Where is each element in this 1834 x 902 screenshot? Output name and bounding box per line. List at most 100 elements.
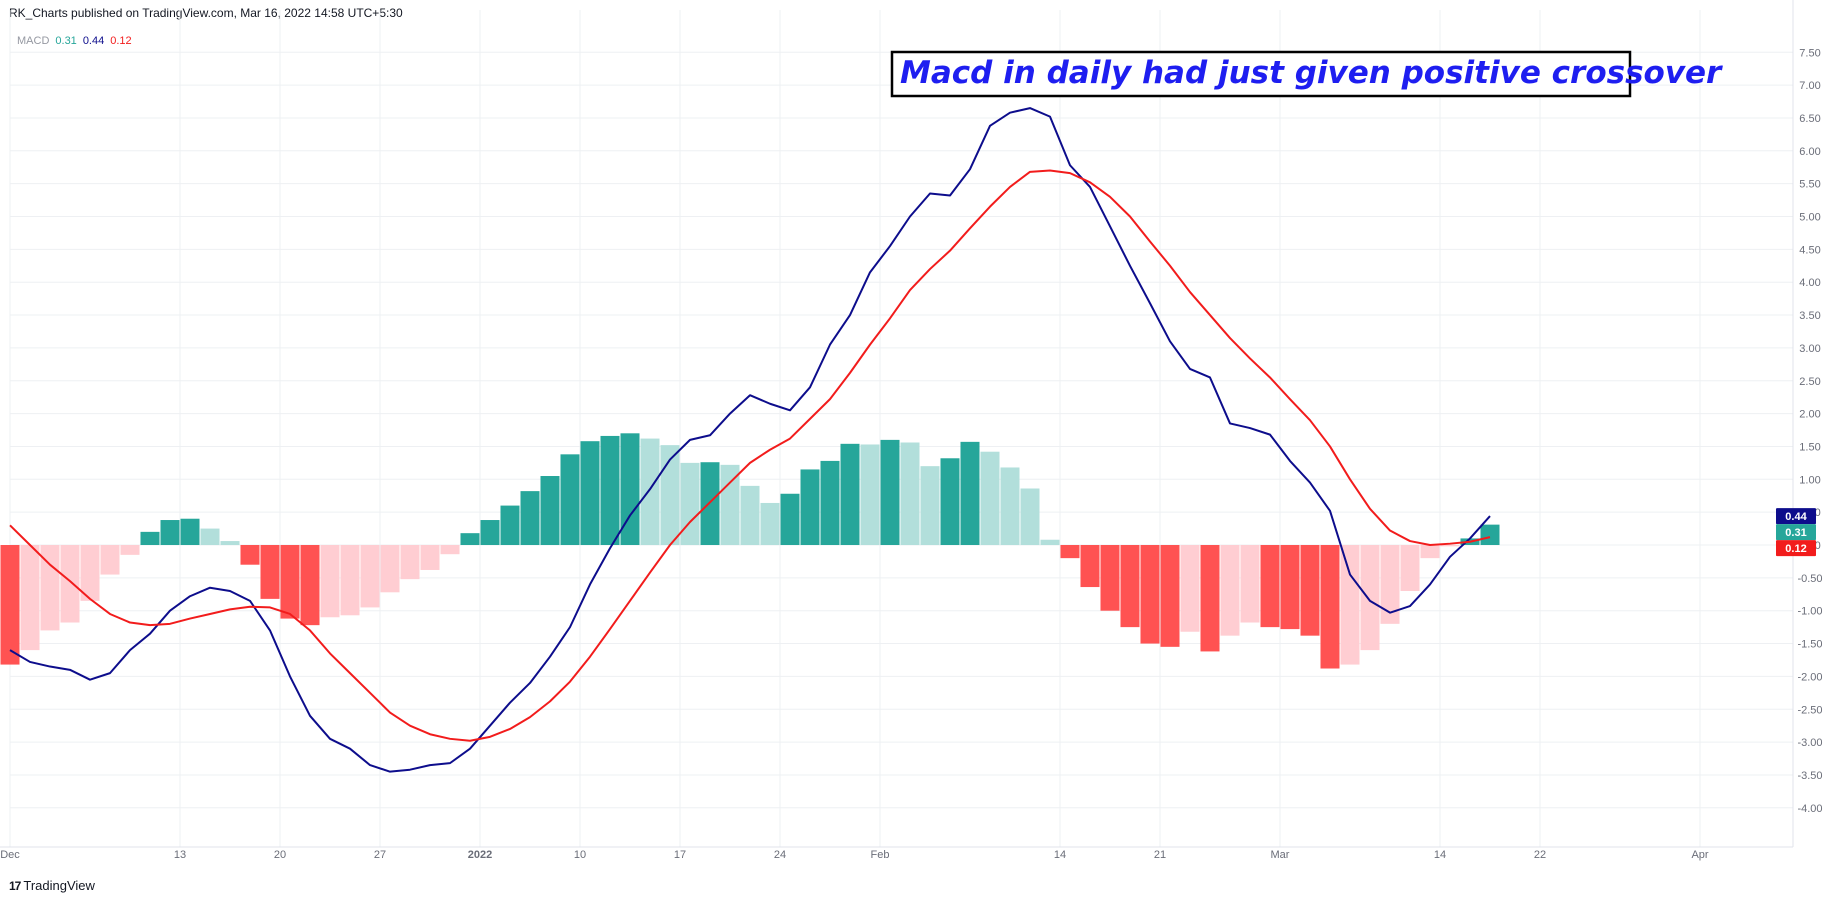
histogram-bar [1180,545,1200,632]
histogram-bar [900,442,920,545]
histogram-bar [1000,467,1020,545]
histogram-bar [500,505,520,545]
histogram-bar [300,545,320,626]
histogram-bar [1020,488,1040,545]
histogram-bar [1220,545,1240,636]
histogram-bar [800,469,820,545]
legend-hist-value: 0.31 [55,35,77,47]
annotation-border [890,50,1632,98]
histogram-bar [280,545,300,619]
value-badge-bg [1776,508,1816,525]
x-tick-label: 2022 [468,849,492,861]
histogram-bar [0,545,20,665]
histogram-bar [1080,545,1100,588]
y-tick-label: 7.50 [1799,47,1820,59]
histogram-bar [160,520,180,545]
histogram-bar [720,464,740,545]
value-badge-text: 0.12 [1785,543,1806,555]
y-tick-label: 5.00 [1799,212,1820,224]
histogram-bar [360,545,380,608]
histogram-bar [460,533,480,545]
time-axis[interactable]: Dec 13 20 27 2022 10 17 24 Feb 14 21 Mar 14 22 Apr [0,849,1709,861]
histogram-bar [100,545,120,575]
histogram-bar [680,462,700,545]
legend-signal-value: 0.12 [110,35,132,47]
legend-name: MACD [17,35,50,47]
annotation-box[interactable]: Macd in daily had just given positive cr… [890,50,1723,98]
x-tick-label: 24 [774,849,786,861]
histogram-bar [440,545,460,555]
histogram-bar [400,545,420,580]
y-tick-label: -3.50 [1797,770,1822,782]
histogram-bar [820,460,840,545]
histogram-value-badge: 0.31 [1776,524,1816,541]
histogram-bar [480,520,500,545]
histogram-bar [1400,545,1420,591]
signal-value-badge: 0.12 [1776,540,1816,557]
histogram-bar [600,435,620,545]
histogram-bar [580,441,600,545]
histogram-bar [640,438,660,545]
histogram-bar [1240,545,1260,623]
histogram-bar [20,545,40,651]
value-badge-bg [1776,540,1816,557]
histogram-bar [1100,545,1120,611]
y-tick-label: 1.00 [1799,474,1820,486]
histogram-bar [180,518,200,545]
histogram-bar [340,545,360,616]
x-tick-label: 21 [1154,849,1166,861]
x-tick-label: 13 [174,849,186,861]
indicator-legend[interactable]: MACD 0.31 0.44 0.12 [17,35,138,47]
histogram-bar [80,545,100,601]
histogram-bar [1060,545,1080,559]
signal-line [9,169,1491,742]
histogram-bar [1260,545,1280,628]
histogram-bar [1160,545,1180,647]
y-tick-label: 6.50 [1799,113,1820,125]
price-axis[interactable]: 7.50 7.00 6.50 6.00 5.50 5.00 4.50 4.00 3.50 3.00… [1797,47,1822,815]
macd-lines [9,107,1491,773]
y-tick-label: -2.50 [1797,704,1822,716]
last-value-badges: 0.44 0.31 0.12 [1776,508,1816,557]
y-tick-label: -4.00 [1797,803,1822,815]
histogram-bar [60,545,80,623]
histogram-bar [780,493,800,545]
x-tick-label: 14 [1054,849,1066,861]
histogram-bar [940,458,960,545]
value-badge-text: 0.44 [1785,511,1807,523]
histogram-bar [1360,545,1380,651]
x-tick-label: Dec [0,849,20,861]
y-tick-label: 7.00 [1799,80,1820,92]
histogram-bar [260,545,280,599]
histogram-bar [520,491,540,545]
x-tick-label: Apr [1691,849,1708,861]
histogram-bar [380,545,400,593]
y-tick-label: 3.50 [1799,310,1820,322]
value-badge-bg [1776,524,1816,541]
histogram-bar [560,454,580,545]
histogram-bar [620,433,640,545]
histogram-bar [1120,545,1140,628]
histogram-bar [880,439,900,545]
histogram-bar [1280,545,1300,630]
histogram-bar [40,545,60,631]
x-tick-label: 20 [274,849,286,861]
histogram-bar [980,451,1000,545]
histogram-bar [1040,539,1060,545]
x-tick-label: Feb [871,849,890,861]
histogram-bar [420,545,440,570]
macd-value-badge: 0.44 [1776,508,1816,525]
histogram-bar [240,545,260,565]
tradingview-logo-icon: 17 [9,878,21,893]
tradingview-brand: TradingView [23,878,95,893]
histogram-bar [1380,545,1400,624]
histogram-bar [660,445,680,545]
histogram-bar [740,485,760,545]
histogram-bar [140,531,160,545]
histogram-bar [220,541,240,545]
histogram-bar [840,443,860,545]
y-tick-label: 4.00 [1799,277,1820,289]
y-tick-label: 2.50 [1799,376,1820,388]
y-tick-label: 3.00 [1799,343,1820,355]
